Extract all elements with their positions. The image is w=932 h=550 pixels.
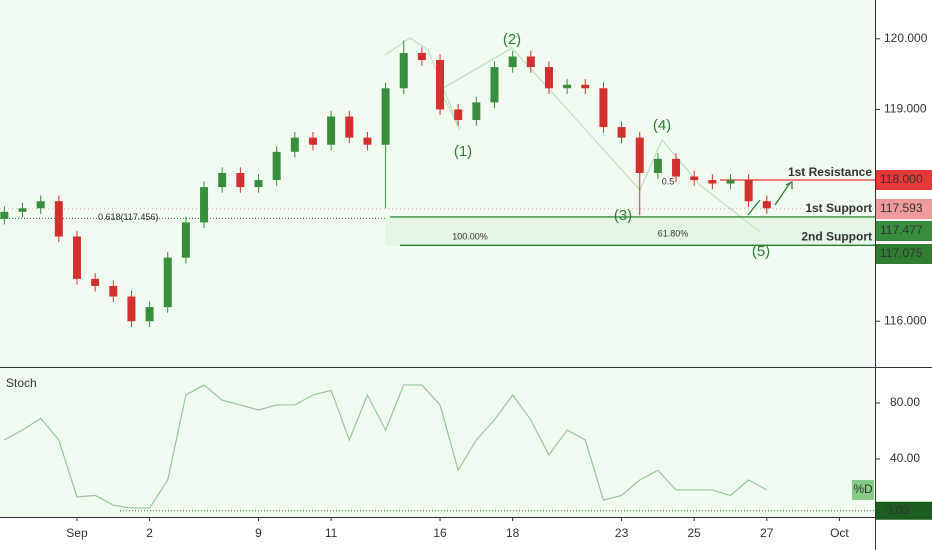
candle-body [381,88,390,145]
candle-body [0,211,9,219]
level-price-label: 117.477 [880,223,923,237]
candle-body [490,67,499,103]
projection-arrow [747,180,793,216]
candle-body [672,158,681,177]
candle-body [762,201,771,209]
x-tick-label: Sep [66,526,88,540]
wave-lines [384,37,761,233]
x-tick-label: 18 [506,526,520,540]
candle-body [218,172,227,188]
stoch-line [4,384,768,509]
annotation: 61.80% [658,228,689,238]
y-tick-label: 120.000 [884,31,928,45]
candle-body [91,278,100,286]
candle-body [36,201,45,209]
candle-body [617,127,626,138]
level-price-box [876,170,932,190]
last-price-label: 117.593 [880,201,923,215]
candle-body [72,236,81,279]
candle-body [254,180,263,188]
candle-body [290,137,299,152]
level-name: 2nd Support [801,230,872,244]
candle-body [181,222,190,258]
level-price-box [876,244,932,264]
candle-body [18,208,27,212]
y-tick-label: 116.000 [884,313,927,327]
annotation: (4) [653,117,671,134]
candle-body [544,67,553,89]
stoch-title: Stoch [6,376,37,390]
candle-body [327,116,336,145]
candle-body [200,187,209,223]
candle-body [526,56,535,68]
y-tick-label: 119.000 [884,102,927,116]
candle-body [708,180,717,184]
candle-body [236,172,245,188]
stoch-pane [0,368,875,517]
candle-body [653,158,662,173]
support-zone [385,216,875,246]
legend-box [852,480,874,500]
level-name: 1st Support [805,201,872,215]
candle-body [454,109,463,121]
level-price-label: 118.000 [880,172,923,186]
candle-body [690,176,699,181]
x-tick-label: 2 [146,526,153,540]
candle-body [345,116,354,138]
x-tick-label: 27 [760,526,774,540]
candle-body [563,84,572,89]
candle-body [599,88,608,128]
candle-body [127,296,136,322]
level-name: 1st Resistance [788,165,872,179]
candle-body [145,307,154,322]
x-tick-label: 11 [325,526,338,540]
level-price-box [876,221,932,241]
candle-body [54,201,63,237]
x-tick-label: 23 [615,526,629,540]
x-tick-label: 9 [255,526,262,540]
candle-body [308,137,317,145]
fib-label: 0.618(117.456) [98,212,158,222]
annotation: (3) [614,207,632,224]
candle-body [363,137,372,145]
annotation: (2) [503,31,521,48]
y-tick-label: 80.00 [890,395,920,409]
last-price-box [876,199,932,219]
candle-body [417,52,426,61]
candle-body [436,60,445,110]
candle-body [272,151,281,181]
candle-body [399,52,408,89]
stoch-min-label: 3.03 [886,503,910,517]
candle-body [109,285,118,297]
x-tick-label: Oct [830,526,849,540]
candle-body [744,180,753,202]
candle-body [726,180,735,184]
level-price-label: 117.075 [880,246,923,260]
candle-body [508,56,517,68]
x-tick-label: 25 [688,526,702,540]
candle-body [163,257,172,308]
legend-label: %D [853,482,873,496]
annotation: 100.00% [452,231,488,241]
y-tick-label: 40.00 [890,451,920,465]
stoch-min-box [876,501,932,520]
x-tick-label: 16 [433,526,447,540]
annotation: (1) [454,143,472,160]
candle-body [581,84,590,89]
candle-body [472,102,481,121]
candle-body [635,137,644,173]
annotation: 0.5 [662,176,675,186]
annotation: (5) [752,243,770,260]
